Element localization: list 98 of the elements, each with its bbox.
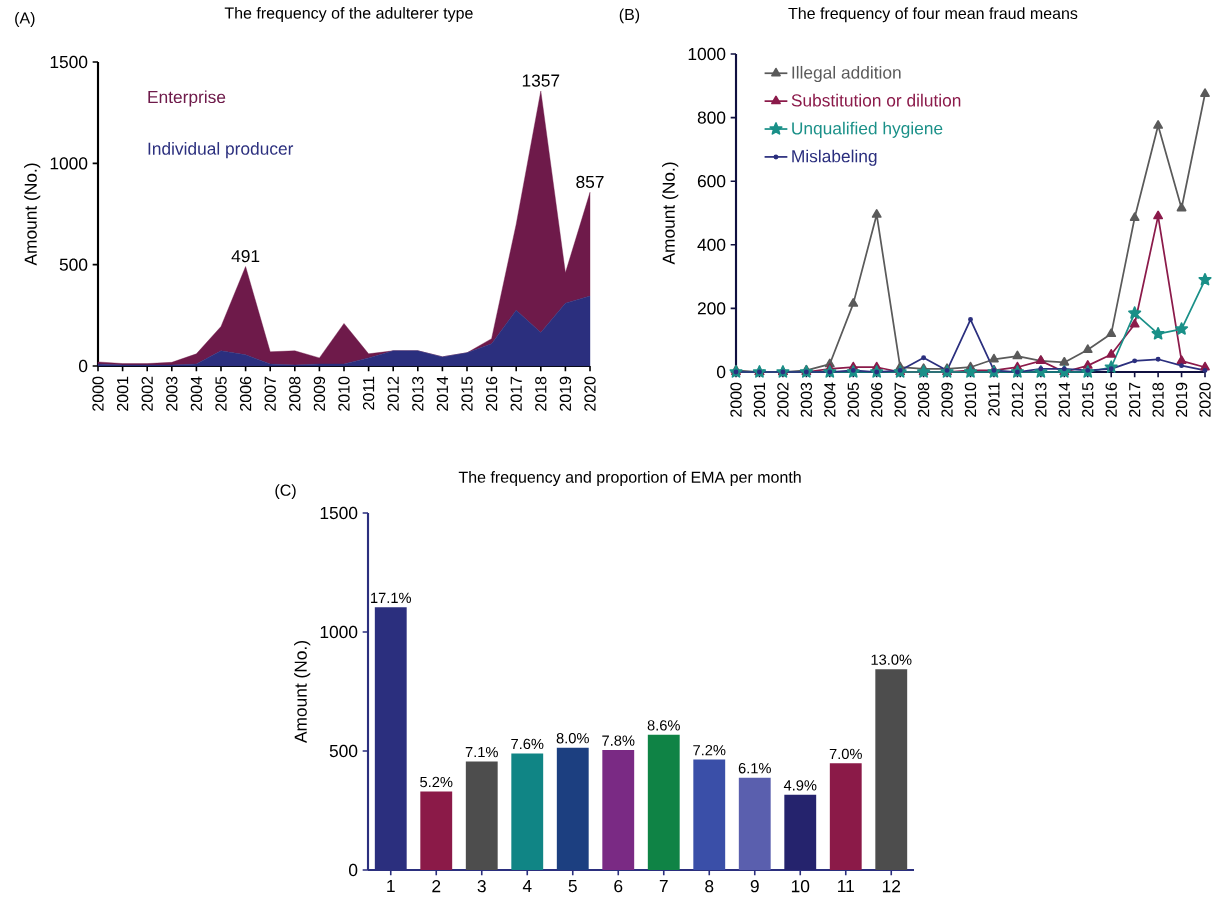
x-tick-label: 2017	[510, 376, 522, 411]
annotation: 6.1%	[738, 763, 771, 774]
annotation: 491	[231, 249, 260, 263]
y-tick-label: 800	[697, 111, 726, 124]
annotation: 1357	[522, 74, 560, 87]
text: (C)	[275, 484, 296, 500]
x-tick-label: 2011	[988, 382, 1000, 416]
x-tick-label: 2017	[1129, 382, 1141, 417]
x-tick-label: 2015	[1082, 382, 1094, 417]
x-tick-label: 9	[750, 880, 759, 893]
x-tick-label: 2018	[1152, 382, 1164, 417]
x-tick-label: 2008	[289, 376, 301, 411]
x-tick-label: 2000	[730, 382, 742, 417]
y-tick-label: 600	[697, 175, 726, 188]
x-tick-label: 2009	[313, 376, 326, 411]
x-tick-label: 2009	[941, 382, 953, 417]
y-tick-label: 500	[329, 744, 358, 758]
x-tick-label: 6	[614, 880, 623, 893]
x-tick-label: 2007	[894, 382, 906, 417]
annotation: 4.9%	[783, 780, 817, 791]
x-tick-label: 2	[432, 880, 441, 893]
x-tick-label: 2019	[1175, 382, 1188, 417]
x-tick-label: 3	[477, 880, 486, 893]
x-tick-label: 2020	[584, 376, 596, 411]
annotation: 7.2%	[693, 744, 726, 756]
x-tick-label: 11	[838, 880, 854, 892]
x-tick-label: 2004	[824, 382, 836, 417]
x-tick-label: 2011	[362, 376, 375, 410]
y-tick-label: 200	[697, 302, 726, 315]
chart-title: The frequency of four mean fraud means	[788, 7, 1078, 23]
y-tick-label: 400	[697, 238, 726, 251]
x-tick-label: 2010	[338, 376, 350, 411]
y-tick-label: 500	[59, 258, 88, 271]
annotation: 13.0%	[871, 654, 912, 665]
x-tick-label: 12	[882, 880, 901, 893]
x-tick-label: 2000	[92, 376, 104, 411]
annotation: 7.6%	[511, 738, 544, 750]
chart-title: The frequency and proportion of EMA per month	[458, 471, 801, 487]
x-tick-label: 4	[522, 880, 532, 892]
annotation: 857	[576, 175, 604, 189]
x-tick-label: 1	[387, 880, 395, 892]
x-tick-label: 2006	[871, 382, 883, 417]
x-tick-label: 2012	[1011, 382, 1024, 417]
x-tick-label: 2008	[917, 382, 930, 417]
x-tick-label: 2006	[239, 376, 252, 411]
y-axis-title: Amount (No.)	[294, 641, 311, 743]
y-tick-label: 1500	[320, 506, 358, 520]
x-tick-label: 10	[791, 880, 810, 893]
x-tick-label: 2016	[1105, 382, 1117, 417]
annotation: 5.2%	[420, 776, 453, 788]
annotation: 7.0%	[829, 748, 862, 760]
text: (B)	[619, 8, 640, 24]
y-tick-label: 1000	[50, 157, 88, 170]
text: Enterprise	[148, 90, 226, 107]
x-tick-label: 2014	[1058, 382, 1070, 417]
x-tick-label: 2010	[964, 382, 977, 417]
legend-label: Unqualified hygiene	[792, 121, 943, 138]
chart-title: The frequency of the adulterer type	[224, 7, 473, 22]
x-tick-label: 2004	[190, 376, 203, 411]
x-tick-label: 2007	[264, 376, 276, 411]
x-tick-label: 5	[568, 880, 577, 893]
x-tick-label: 2018	[535, 376, 547, 411]
y-tick-label: 1000	[320, 625, 358, 639]
x-tick-label: 2020	[1199, 382, 1211, 417]
y-tick-label: 0	[348, 863, 358, 877]
x-tick-label: 7	[659, 880, 668, 892]
x-tick-label: 2013	[412, 376, 424, 411]
annotation: 8.6%	[647, 720, 680, 731]
x-tick-label: 2005	[847, 382, 859, 417]
x-tick-label: 2003	[800, 382, 813, 417]
legend-label: Illegal addition	[792, 65, 901, 83]
y-tick-label: 1500	[50, 55, 88, 69]
x-tick-label: 2003	[166, 376, 178, 411]
annotation: 7.1%	[465, 746, 498, 758]
annotation: 8.0%	[556, 733, 589, 744]
x-tick-label: 2014	[436, 376, 449, 411]
y-axis-title: Amount (No.)	[662, 162, 679, 265]
y-tick-label: 1000	[688, 47, 726, 61]
y-tick-label: 0	[78, 359, 88, 373]
text: Individual producer	[148, 142, 294, 159]
x-tick-label: 2005	[215, 376, 227, 411]
x-tick-label: 2001	[116, 376, 129, 411]
x-tick-label: 2015	[461, 376, 473, 411]
annotation: 7.8%	[602, 735, 635, 746]
x-tick-label: 2016	[485, 376, 498, 411]
x-tick-label: 2002	[777, 382, 789, 417]
legend-label: Substitution or dilution	[791, 93, 961, 107]
x-tick-label: 2013	[1035, 382, 1047, 417]
x-tick-label: 2012	[387, 376, 399, 411]
y-tick-label: 0	[716, 365, 726, 379]
x-tick-label: 2001	[753, 382, 766, 417]
y-axis-title: Amount (No.)	[24, 163, 41, 266]
legend-label: Mislabeling	[792, 149, 877, 166]
annotation: 17.1%	[371, 592, 412, 603]
text: (A)	[15, 11, 35, 27]
x-tick-label: 2019	[559, 376, 572, 411]
x-tick-label: 8	[705, 880, 714, 893]
x-tick-label: 2002	[141, 376, 153, 411]
